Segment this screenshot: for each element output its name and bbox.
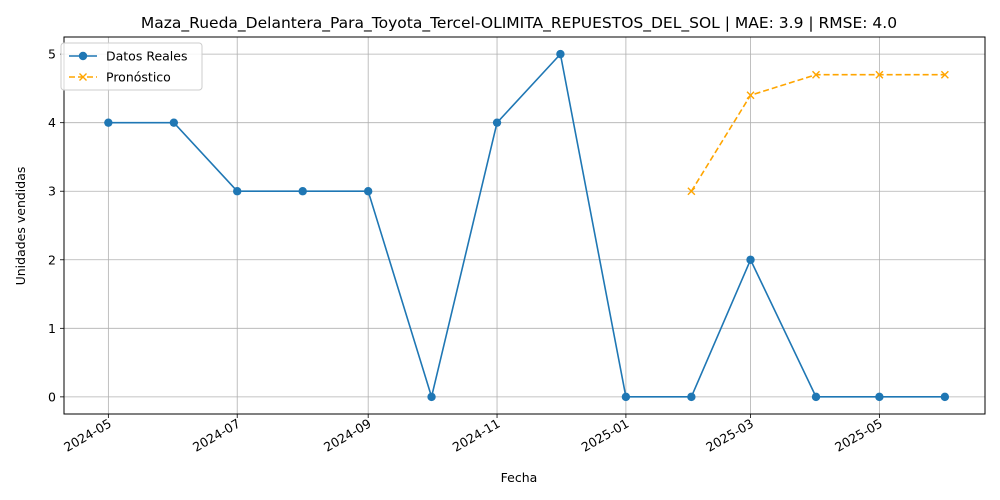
- data-point: [233, 187, 242, 196]
- data-point: [940, 392, 950, 402]
- data-point: [363, 187, 373, 196]
- data-point: [811, 392, 821, 402]
- forecast-point: [812, 70, 821, 79]
- forecast-point: [687, 187, 696, 196]
- x-tick-label: 2024-11: [450, 416, 503, 455]
- y-tick-label: 0: [48, 389, 56, 404]
- data-point: [427, 392, 436, 402]
- x-tick-label: 2024-07: [190, 416, 243, 455]
- x-tick-label: 2025-05: [832, 416, 885, 455]
- y-tick-label: 5: [48, 47, 56, 62]
- forecast-point: [875, 70, 884, 79]
- data-point: [104, 118, 113, 127]
- y-axis-label: Unidades vendidas: [13, 167, 28, 286]
- grid: [64, 37, 985, 414]
- legend-marker: [78, 51, 88, 61]
- data-point: [875, 392, 884, 402]
- legend-box: [60, 42, 203, 91]
- data-point: [556, 49, 565, 59]
- y-tick-label: 3: [48, 184, 56, 199]
- forecast-point: [746, 91, 755, 100]
- x-tick-label: 2024-05: [61, 416, 114, 455]
- legend-label: Pronóstico: [106, 70, 171, 85]
- legend-label: Datos Reales: [106, 49, 187, 64]
- data-point: [492, 118, 502, 127]
- data-point: [621, 392, 631, 402]
- x-tick-label: 2025-01: [579, 416, 632, 455]
- y-tick-label: 4: [48, 115, 56, 130]
- chart-title: Maza_Rueda_Delantera_Para_Toyota_Tercel-…: [141, 14, 897, 33]
- x-tick-label: 2025-03: [703, 416, 756, 455]
- series-line-1: [690, 73, 945, 192]
- plot-frame: [63, 36, 986, 415]
- y-tick-label: 2: [48, 252, 56, 267]
- forecast-point: [940, 70, 949, 79]
- data-point: [169, 118, 179, 127]
- data-point: [687, 392, 696, 402]
- data-point: [746, 255, 755, 264]
- legend: Datos Reales Pronóstico: [60, 42, 203, 91]
- x-axis-label: Fecha: [501, 470, 538, 485]
- data-point: [298, 187, 307, 196]
- x-tick-label: 2024-09: [321, 416, 374, 455]
- series-layer: [104, 49, 950, 402]
- series-line-0: [108, 53, 945, 398]
- legend-marker: [79, 73, 87, 81]
- y-tick-label: 1: [48, 321, 56, 336]
